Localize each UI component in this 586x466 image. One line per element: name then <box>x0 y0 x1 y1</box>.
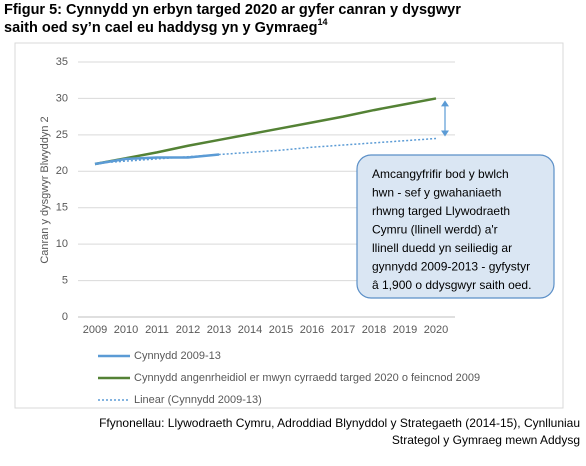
x-tick-label: 2011 <box>145 324 169 336</box>
annotation-text: hwn - sef y gwahaniaeth <box>372 186 501 200</box>
legend-label: Cynnydd 2009-13 <box>134 350 221 362</box>
series-line <box>94 153 220 166</box>
legend-label: Linear (Cynnydd 2009-13) <box>134 394 262 406</box>
y-tick-label: 10 <box>56 238 68 250</box>
chart-title-line: Ffigur 5: Cynnydd yn erbyn targed 2020 a… <box>4 2 461 18</box>
annotation-text: Amcangyfrifir bod y bwlch <box>372 167 509 181</box>
x-tick-label: 2009 <box>83 324 107 336</box>
y-tick-label: 0 <box>62 311 68 323</box>
x-tick-label: 2015 <box>269 324 293 336</box>
y-axis-label: Canran y dysgwyr Blwyddyn 2 <box>39 116 51 263</box>
x-tick-label: 2016 <box>300 324 324 336</box>
annotation-text: Cymru (llinell werdd) a'r <box>372 223 498 237</box>
annotation-text: gynnydd 2009-2013 - gyfystyr <box>372 260 530 274</box>
title-continuation: saith oed sy’n cael eu haddysg yn y Gymr… <box>4 20 317 36</box>
annotation-text: rhwng targed Llywodraeth <box>372 204 510 218</box>
y-tick-label: 20 <box>56 165 68 177</box>
source-text: Strategol y Gymraeg mewn Addysg <box>392 433 580 447</box>
y-tick-label: 25 <box>56 129 68 141</box>
x-tick-label: 2012 <box>176 324 200 336</box>
x-tick-label: 2019 <box>393 324 417 336</box>
title-footnote: 14 <box>317 17 327 27</box>
y-tick-label: 15 <box>56 202 68 214</box>
x-tick-label: 2017 <box>331 324 355 336</box>
annotation-text: llinell duedd yn seiliedig ar <box>372 241 512 255</box>
source-text: Ffynonellau: Llywodraeth Cymru, Adroddia… <box>99 416 580 430</box>
annotation-text: â 1,900 o ddysgwyr saith oed. <box>372 278 531 292</box>
series-line <box>94 137 437 165</box>
x-tick-label: 2014 <box>238 324 262 336</box>
x-tick-label: 2013 <box>207 324 231 336</box>
y-tick-label: 30 <box>56 92 68 104</box>
x-tick-label: 2020 <box>424 324 448 336</box>
annotation-box <box>356 154 555 299</box>
y-tick-label: 35 <box>56 56 68 68</box>
legend-label: Cynnydd angenrheidiol er mwyn cyrraedd t… <box>134 372 480 384</box>
gap-arrow-head <box>441 130 449 137</box>
x-tick-label: 2010 <box>114 324 138 336</box>
x-tick-label: 2018 <box>362 324 386 336</box>
chart-title-line: saith oed sy’n cael eu haddysg yn y Gymr… <box>4 17 328 35</box>
gap-arrow-head <box>441 100 449 107</box>
y-tick-label: 5 <box>62 274 68 286</box>
series-line <box>94 97 437 166</box>
